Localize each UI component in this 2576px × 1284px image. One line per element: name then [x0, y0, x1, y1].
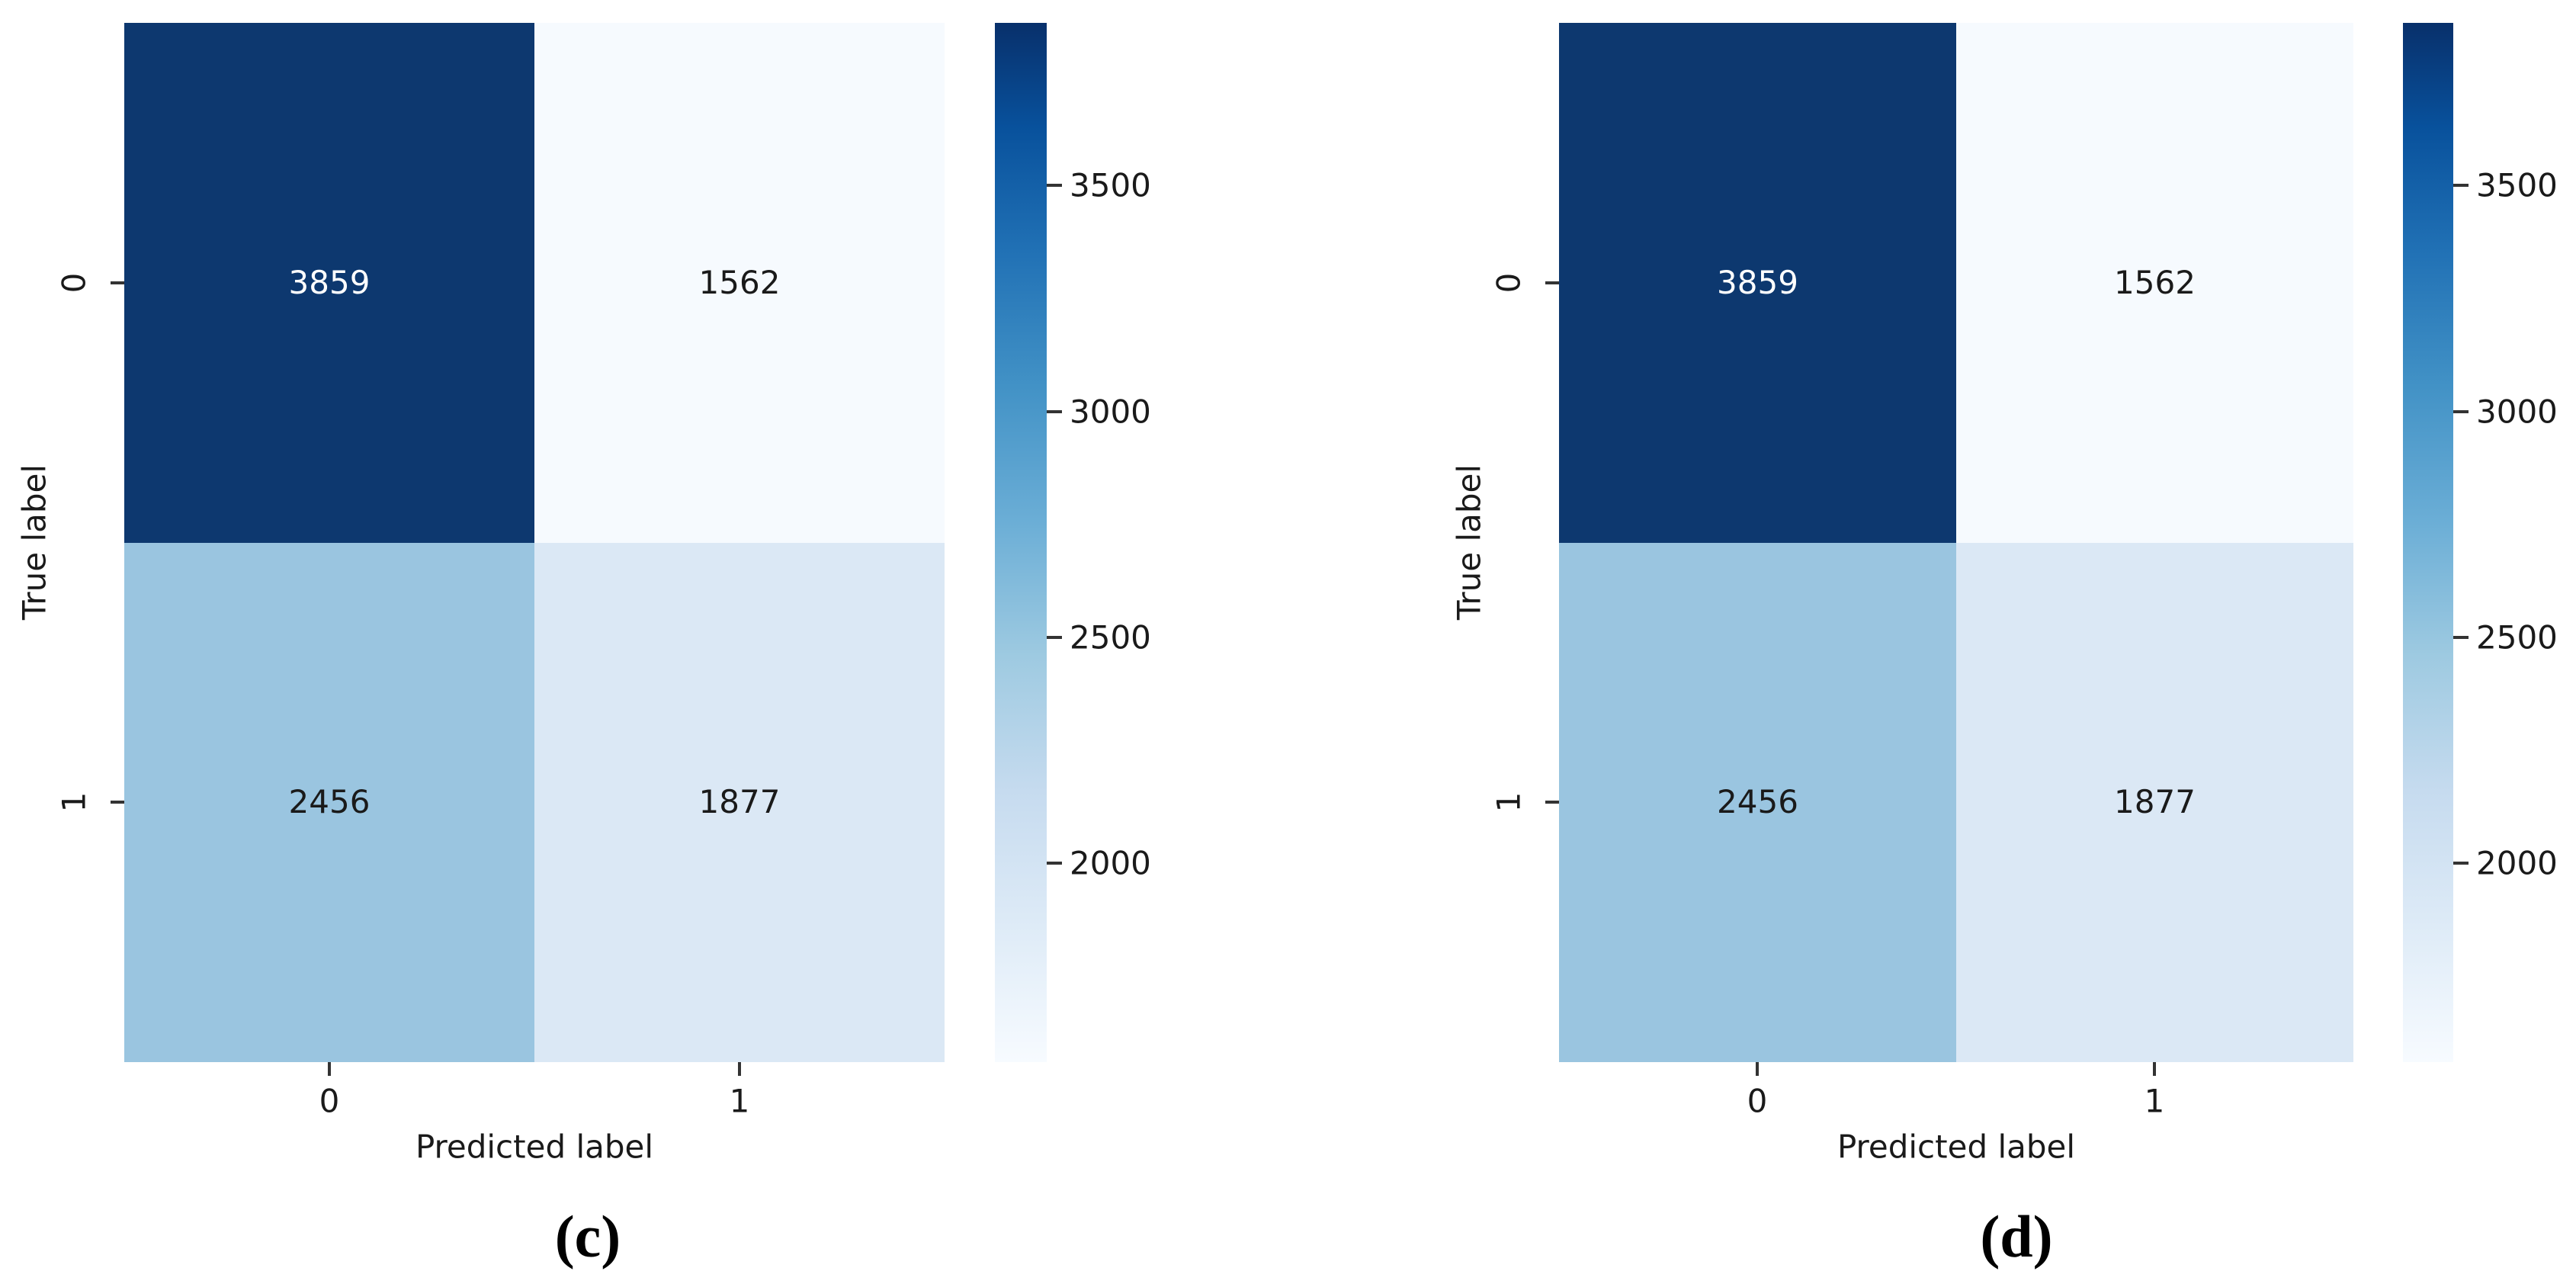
y-tick-label: 1	[1490, 791, 1528, 813]
colorbar-tick-mark	[2453, 184, 2469, 187]
matrix-cell-c-r1c0: 2456	[124, 542, 534, 1062]
matrix-cell-d-r1c1: 1877	[1956, 542, 2353, 1062]
colorbar-tick-mark	[1047, 184, 1062, 187]
colorbar-tick-mark	[1047, 410, 1062, 413]
y-tick-mark	[111, 801, 124, 804]
cell-value: 1877	[698, 783, 781, 821]
colorbar-tick-label: 3000	[1070, 393, 1151, 431]
colorbar-tick-mark	[2453, 862, 2469, 865]
colorbar	[2403, 23, 2453, 1062]
y-tick-label: 1	[55, 791, 93, 813]
x-axis-label: Predicted label	[1837, 1128, 2076, 1166]
matrix-cell-c-r0c0: 3859	[124, 23, 534, 543]
colorbar-tick-mark	[2453, 410, 2469, 413]
cell-value: 1562	[698, 263, 781, 301]
colorbar-tick-label: 3000	[2476, 393, 2558, 431]
x-tick-mark	[1756, 1062, 1759, 1076]
y-axis-label: True label	[15, 464, 53, 621]
cell-value: 2456	[1717, 783, 1798, 821]
x-axis-label: Predicted label	[415, 1128, 654, 1166]
x-tick-label: 0	[1747, 1082, 1768, 1120]
x-tick-mark	[328, 1062, 331, 1076]
cell-value: 1877	[2114, 783, 2196, 821]
matrix-cell-d-r1c0: 2456	[1559, 542, 1956, 1062]
confusion-matrix-d: 3859 1562 2456 1877	[1559, 23, 2353, 1062]
cell-value: 1562	[2114, 263, 2196, 301]
matrix-cell-d-r0c1: 1562	[1956, 23, 2353, 543]
colorbar-tick-mark	[1047, 862, 1062, 865]
colorbar-tick-label: 2000	[1070, 844, 1151, 882]
matrix-cell-c-r0c1: 1562	[534, 23, 945, 543]
y-tick-mark	[1545, 801, 1559, 804]
confusion-matrix-c: 3859 1562 2456 1877	[124, 23, 945, 1062]
x-tick-mark	[2153, 1062, 2156, 1076]
subfigure-caption-c: (c)	[554, 1203, 621, 1270]
colorbar-tick-mark	[2453, 636, 2469, 639]
cell-value: 3859	[1717, 263, 1798, 301]
y-axis-label: True label	[1450, 464, 1488, 621]
colorbar-tick-label: 3500	[2476, 166, 2558, 204]
x-tick-label: 0	[319, 1082, 340, 1120]
cell-value: 2456	[288, 783, 371, 821]
y-tick-label: 0	[55, 272, 93, 294]
colorbar	[995, 23, 1047, 1062]
x-tick-mark	[738, 1062, 741, 1076]
colorbar-tick-label: 3500	[1070, 166, 1151, 204]
x-tick-label: 1	[729, 1082, 750, 1120]
matrix-cell-d-r0c0: 3859	[1559, 23, 1956, 543]
matrix-cell-c-r1c1: 1877	[534, 542, 945, 1062]
y-tick-mark	[1545, 281, 1559, 284]
cell-value: 3859	[288, 263, 371, 301]
subfigure-caption-d: (d)	[1980, 1203, 2053, 1270]
y-tick-mark	[111, 281, 124, 284]
colorbar-tick-mark	[1047, 636, 1062, 639]
colorbar-tick-label: 2500	[2476, 618, 2558, 656]
x-tick-label: 1	[2144, 1082, 2165, 1120]
colorbar-tick-label: 2000	[2476, 844, 2558, 882]
colorbar-tick-label: 2500	[1070, 618, 1151, 656]
y-tick-label: 0	[1490, 272, 1528, 294]
